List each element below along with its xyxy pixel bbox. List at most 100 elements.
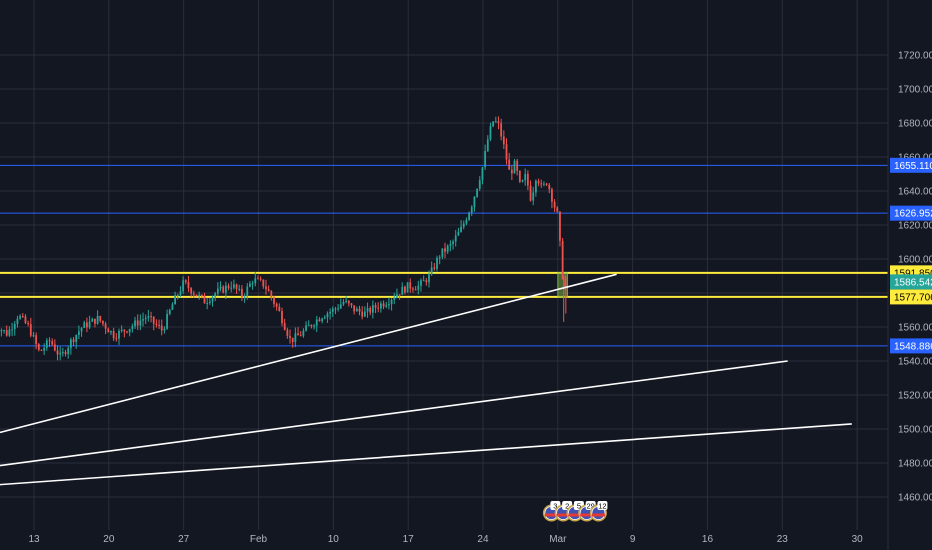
candle-body <box>430 267 433 275</box>
candle-body <box>500 123 503 137</box>
trendline[interactable] <box>0 273 617 434</box>
candle-body <box>457 231 460 236</box>
candle-body <box>214 293 217 297</box>
candle-body <box>532 192 535 201</box>
candle-body <box>64 352 67 354</box>
candle-body <box>147 316 150 318</box>
flag-stripe <box>544 513 558 517</box>
candle-body <box>265 286 267 290</box>
candle-body <box>235 284 238 290</box>
candle-body <box>406 282 409 293</box>
candle-body <box>396 294 398 298</box>
candle-body <box>390 299 393 305</box>
candle-body <box>286 329 289 336</box>
grid <box>0 0 888 530</box>
candle-body <box>224 285 227 293</box>
candle-body <box>553 201 556 208</box>
x-tick-label: 20 <box>103 534 115 545</box>
candle-body <box>59 352 62 355</box>
candle-body <box>551 189 553 202</box>
candle-body <box>393 297 396 300</box>
candle-body <box>382 303 385 307</box>
candle-body <box>216 288 219 294</box>
candle-body <box>339 304 342 309</box>
candle-body <box>436 258 438 269</box>
x-tick-label: 10 <box>328 534 340 545</box>
candle-body <box>43 347 46 351</box>
candle-body <box>452 241 454 245</box>
trendline[interactable] <box>0 423 852 486</box>
candlestick-series <box>0 116 567 361</box>
x-tick-label: 16 <box>702 534 714 545</box>
horizontal-levels[interactable] <box>0 164 888 347</box>
y-tick-label: 1520.000 <box>898 391 932 402</box>
x-axis[interactable]: 13 20 27 Feb 10 17 24 Mar 9 16 23 30 <box>28 534 863 545</box>
candle-body <box>88 321 91 328</box>
candle-body <box>366 308 369 312</box>
y-tick-label: 1640.000 <box>898 187 932 198</box>
candle-body <box>401 286 404 295</box>
candle-body <box>433 267 436 269</box>
candle-body <box>21 316 24 318</box>
candle-body <box>246 286 249 297</box>
candle-body <box>291 337 294 343</box>
candle-body <box>27 323 30 325</box>
candle-body <box>120 329 123 331</box>
candle-body <box>35 335 38 344</box>
trendline[interactable] <box>0 360 788 467</box>
candle-body <box>107 328 110 333</box>
candle-body <box>72 339 75 343</box>
candle-body <box>361 311 364 317</box>
candle-body <box>299 335 302 337</box>
candle-body <box>94 318 96 324</box>
candle-body <box>32 335 35 337</box>
candle-body <box>19 316 22 319</box>
candle-body <box>29 324 32 336</box>
candle-body <box>241 288 243 298</box>
candle-body <box>110 331 112 333</box>
y-tick-label: 1620.000 <box>898 221 932 232</box>
event-badges[interactable]: 3 2 5 29 12 <box>542 501 608 522</box>
candle-body <box>48 340 51 342</box>
candle-body <box>486 139 489 152</box>
candle-body <box>174 295 177 305</box>
candle-body <box>230 287 233 289</box>
candle-body <box>412 288 414 290</box>
trendlines[interactable] <box>0 273 852 486</box>
candle-body <box>190 288 193 294</box>
x-tick-label: 30 <box>852 534 864 545</box>
candle-body <box>355 308 358 312</box>
candle-body <box>37 343 40 350</box>
candle-body <box>254 278 257 284</box>
candle-body <box>45 340 48 348</box>
candle-body <box>374 305 377 308</box>
candle-body <box>353 305 356 312</box>
x-tick-label: 24 <box>477 534 489 545</box>
candle-body <box>227 285 230 289</box>
candle-body <box>283 323 286 330</box>
candle-body <box>526 173 529 186</box>
candle-body <box>187 282 190 289</box>
candle-body <box>171 304 174 310</box>
candle-body <box>347 300 350 304</box>
candle-body <box>529 185 532 201</box>
price-tag-label: 1548.886 <box>894 341 932 352</box>
candle-body <box>219 286 222 289</box>
event-count-label: 12 <box>598 502 606 511</box>
candle-body <box>388 304 390 306</box>
event-count-label: 3 <box>553 502 557 511</box>
x-tick-label: 17 <box>403 534 415 545</box>
candle-body <box>462 223 465 227</box>
candle-body <box>198 294 201 297</box>
candle-body <box>468 212 470 220</box>
candle-body <box>307 325 310 327</box>
candle-body <box>326 313 329 318</box>
candle-body <box>61 352 64 354</box>
candle-body <box>521 180 524 182</box>
event-count-bubble <box>597 501 608 510</box>
candle-body <box>251 283 254 285</box>
candle-body <box>200 294 203 296</box>
candle-body <box>345 300 348 302</box>
